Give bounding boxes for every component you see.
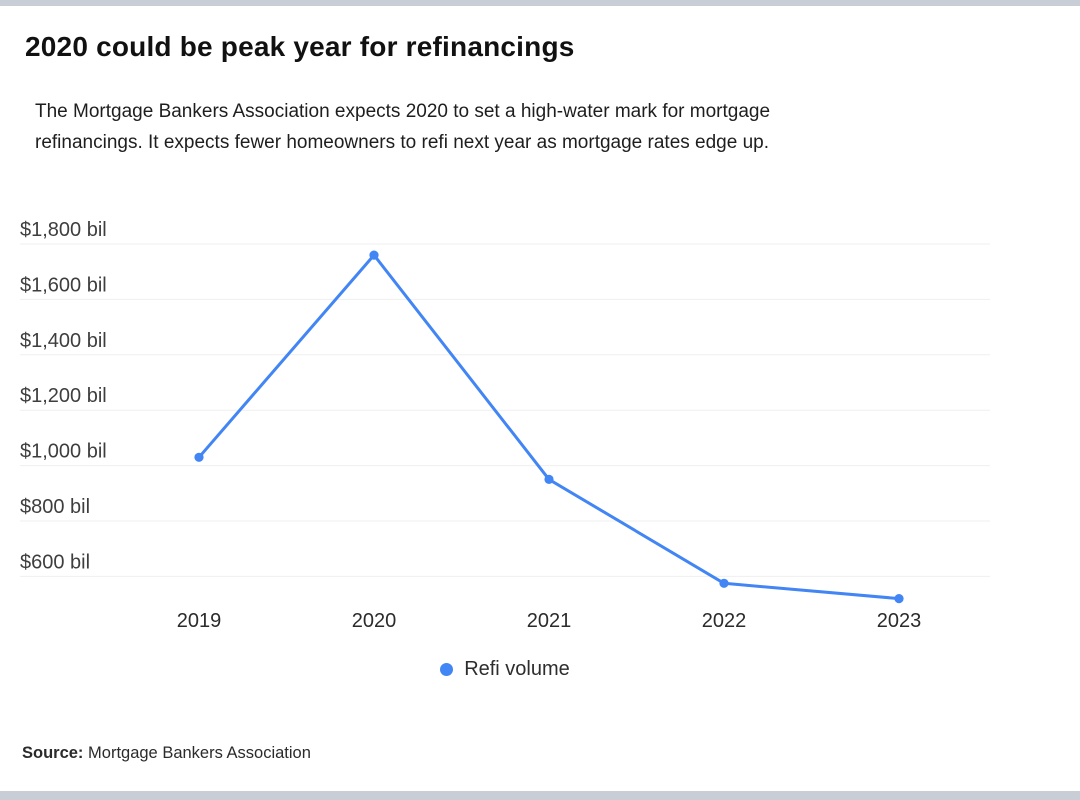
- subtitle-line-1: The Mortgage Bankers Association expects…: [35, 101, 771, 122]
- data-point-2019[interactable]: [194, 452, 204, 462]
- data-point-2021[interactable]: [544, 474, 554, 484]
- source-line: Source: Mortgage Bankers Association: [22, 744, 311, 763]
- y-axis-tick-label: $1,000 bil: [20, 441, 107, 463]
- window-bottom-bar: [0, 791, 1080, 800]
- y-axis-tick-label: $1,600 bil: [20, 274, 107, 296]
- legend-label: Refi volume: [464, 657, 570, 680]
- chart-legend[interactable]: Refi volume: [20, 657, 990, 681]
- x-axis-tick-label: 2021: [527, 610, 572, 632]
- legend-dot-icon: [440, 662, 454, 676]
- data-point-2020[interactable]: [369, 250, 379, 260]
- chart-subtitle: The Mortgage Bankers Association expects…: [35, 96, 770, 158]
- y-axis-tick-label: $1,800 bil: [20, 219, 107, 241]
- x-axis-tick-label: 2019: [177, 610, 222, 632]
- source-text: Mortgage Bankers Association: [88, 744, 311, 762]
- y-axis-tick-label: $600 bil: [20, 551, 90, 573]
- data-point-2023[interactable]: [894, 594, 904, 604]
- chart-title: 2020 could be peak year for refinancings: [25, 31, 575, 62]
- source-label: Source:: [22, 744, 84, 762]
- x-axis-tick-label: 2022: [702, 610, 747, 632]
- x-axis-tick-label: 2020: [352, 610, 397, 632]
- subtitle-line-2: refinancings. It expects fewer homeowner…: [35, 132, 769, 153]
- refi-volume-line-chart: $1,800 bil $1,600 bil $1,400 bil $1,200 bil…: [20, 219, 990, 632]
- y-axis-tick-label: $1,200 bil: [20, 385, 107, 407]
- x-axis-tick-label: 2023: [877, 610, 922, 632]
- y-axis-tick-label: $1,400 bil: [20, 330, 107, 352]
- refi-volume-line: [197, 253, 901, 601]
- y-axis-tick-label: $800 bil: [20, 496, 90, 518]
- data-point-2022[interactable]: [719, 578, 729, 588]
- window-top-bar: [0, 0, 1080, 6]
